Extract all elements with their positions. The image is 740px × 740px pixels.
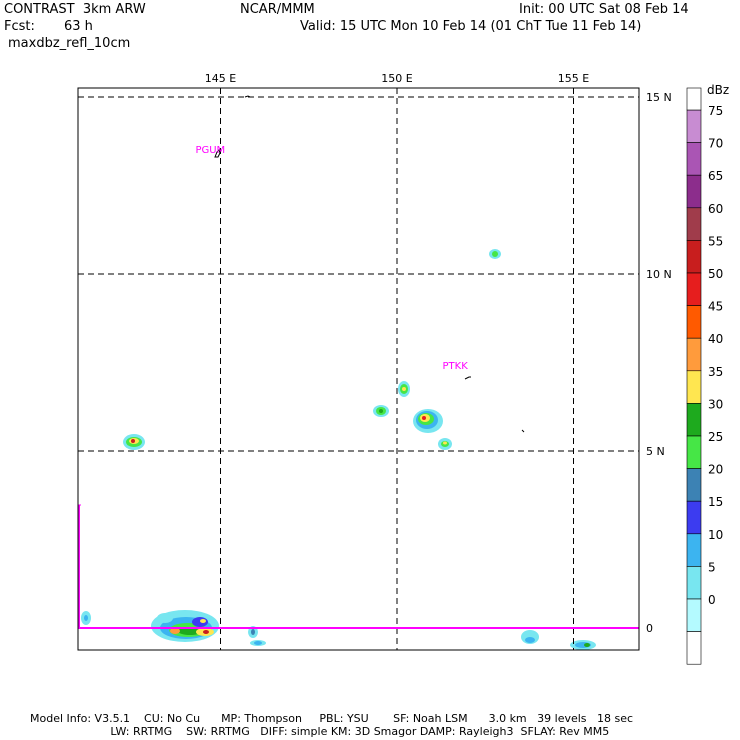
colorbar-level-label: 50 [708,267,723,281]
echo-cell [170,628,180,634]
echo-cell [192,617,208,627]
map-frame [77,87,640,651]
lat-label: 0 [646,622,653,635]
colorbar-swatch [686,109,702,143]
colorbar-level-label: 20 [708,463,723,477]
colorbar-swatch [686,240,702,274]
model-info-line-1: Model Info: V3.5.1 CU: No Cu MP: Thompso… [30,712,634,725]
echo-cell [157,613,173,623]
colorbar-level-label: 45 [708,300,723,314]
colorbar-top-swatch [686,87,702,111]
lat-label: 5 N [646,445,665,458]
echo-cell [443,441,447,445]
lon-label: 155 E [558,72,589,85]
colorbar-swatch [686,533,702,567]
model-info-line-2: LW: RRTMG SW: RRTMG DIFF: simple KM: 3D … [30,725,610,738]
guam-island-outline [214,149,221,158]
coastlines [214,95,525,433]
echo-cell [254,641,262,645]
colorbar-swatch [686,337,702,372]
latitude-labels: 15 N 10 N 5 N 0 [646,91,672,635]
echo-cell [203,630,209,634]
colorbar-swatch [686,435,702,469]
colorbar-swatch [686,272,702,306]
longitude-labels: 145 E 150 E 155 E [205,72,589,85]
pohnpei-island-outline [521,429,525,433]
colorbar-swatch [686,631,702,665]
echo-cell [84,615,88,621]
colorbar-level-label: 65 [708,169,723,183]
colorbar-swatch [686,207,702,241]
colorbar-level-label: 55 [708,234,723,248]
echo-cell [251,629,255,635]
echo-cell [422,416,426,420]
station-label: PGUM [195,145,225,156]
init-time: Init: 00 UTC Sat 08 Feb 14 [519,2,689,17]
echo-cell [525,637,535,643]
echo-cell [492,251,498,257]
colorbar-swatch [686,370,702,404]
colorbar-level-label: 10 [708,528,723,542]
colorbar-swatch [686,468,702,502]
echo-cell [402,387,406,391]
colorbar-level-label: 70 [708,137,723,151]
echo-cell [584,643,590,647]
colorbar-swatch [686,566,702,600]
field-name: maxdbz_refl_10cm [8,36,131,51]
colorbar-unit: dBz [707,83,729,97]
colorbar-level-label: 25 [708,430,723,444]
lon-label: 150 E [381,72,412,85]
colorbar-swatch [686,598,702,632]
colorbar-level-label: 75 [708,104,723,118]
chuuk-island-outline [464,376,471,380]
valid-time: Valid: 15 UTC Mon 10 Feb 14 (01 ChT Tue … [300,19,642,34]
colorbar-level-label: 0 [708,593,716,607]
station-label: PTKK [443,361,469,372]
graticule [78,88,639,650]
echo-cell [379,409,383,413]
model-title: CONTRAST 3km ARW [4,2,146,17]
colorbar-level-label: 30 [708,397,723,411]
organization-label: NCAR/MMM [240,2,315,17]
colorbar-swatch [686,174,702,209]
colorbar-swatch [686,500,702,535]
colorbar-level-label: 15 [708,495,723,509]
forecast-label: Fcst: [4,19,35,34]
colorbar-level-label: 5 [708,560,716,574]
colorbar-level-label: 60 [708,202,723,216]
colorbar-level-label: 40 [708,332,723,346]
lat-label: 15 N [646,91,672,104]
colorbar-swatch [686,305,702,339]
colorbar-swatch [686,403,702,437]
lat-label: 10 N [646,268,672,281]
forecast-hours: 63 h [64,19,93,34]
colorbar-level-label: 35 [708,365,723,379]
reflectivity-cells [81,249,596,650]
colorbar-swatch [686,142,702,176]
station-labels: PGUM PTKK [195,145,468,372]
echo-cell [200,619,206,623]
echo-cell [131,439,135,443]
lon-label: 145 E [205,72,236,85]
